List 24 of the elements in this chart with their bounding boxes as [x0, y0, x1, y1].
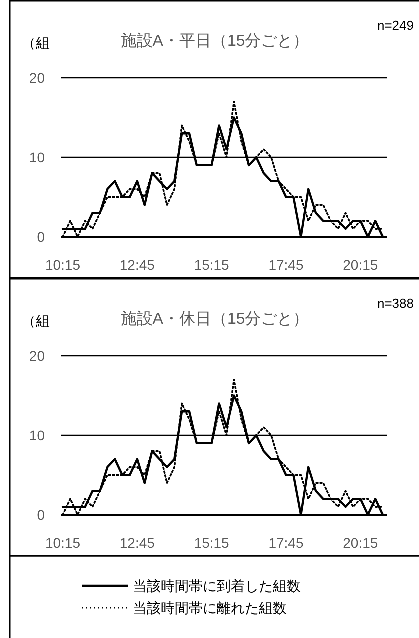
x-tick-label: 20:15	[343, 257, 378, 273]
x-tick-label: 15:15	[194, 257, 230, 273]
y-axis-title: （組	[22, 35, 50, 51]
y-tick-label: 10	[29, 427, 46, 444]
x-tick-label: 10:15	[45, 535, 81, 551]
x-tick-label: 15:15	[194, 535, 230, 551]
y-tick-label: 0	[37, 506, 46, 523]
y-tick-label: 20	[29, 348, 46, 364]
y-tick-label: 0	[37, 228, 46, 245]
text: n=388	[377, 296, 414, 311]
x-tick-label: 20:15	[343, 535, 378, 551]
x-tick-label: 10:15	[45, 257, 81, 273]
legend-label: 当該時間帯に離れた組数	[133, 600, 287, 616]
y-tick-label: 20	[29, 70, 46, 86]
x-tick-label: 12:45	[120, 257, 156, 273]
x-tick-label: 12:45	[120, 535, 156, 551]
text: n=249	[377, 18, 414, 33]
chart-title: 施設A・平日（15分ごと）	[120, 32, 310, 50]
x-tick-label: 17:45	[268, 257, 304, 273]
y-axis-title: （組	[22, 313, 50, 329]
x-tick-label: 17:45	[268, 535, 304, 551]
y-tick-label: 10	[29, 149, 46, 166]
legend-label: 当該時間帯に到着した組数	[133, 578, 301, 594]
chart-title: 施設A・休日（15分ごと）	[120, 310, 310, 328]
